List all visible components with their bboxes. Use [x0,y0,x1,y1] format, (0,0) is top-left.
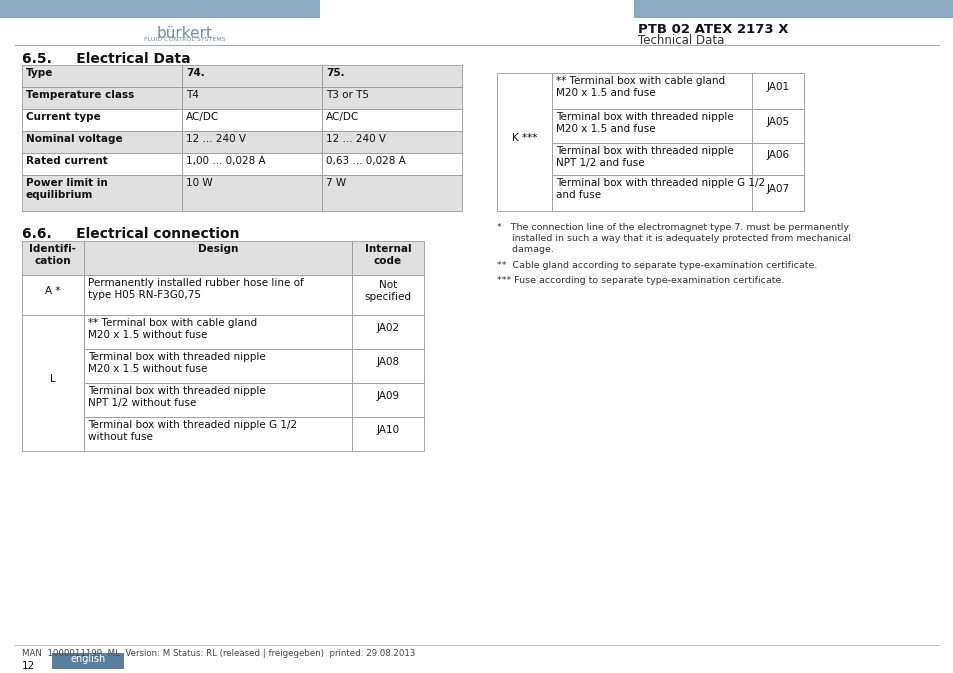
Text: 10 W: 10 W [186,178,213,188]
Text: 7 W: 7 W [326,178,346,188]
Text: K ***: K *** [511,133,537,143]
Text: **  Cable gland according to separate type-examination certificate.: ** Cable gland according to separate typ… [497,261,817,270]
Bar [352,349,423,383]
Bar [22,175,182,211]
Text: 75.: 75. [326,68,344,78]
Bar [552,175,751,211]
Text: ** Terminal box with cable gland
M20 x 1.5 without fuse: ** Terminal box with cable gland M20 x 1… [88,318,257,341]
Text: ** Terminal box with cable gland
M20 x 1.5 and fuse: ** Terminal box with cable gland M20 x 1… [556,76,724,98]
Text: 0,63 ... 0,028 A: 0,63 ... 0,028 A [326,156,405,166]
Text: JA07: JA07 [765,184,789,194]
Text: JA01: JA01 [765,82,789,92]
Text: T3 or T5: T3 or T5 [326,90,369,100]
Bar [322,65,461,87]
Text: Identifi-
cation: Identifi- cation [30,244,76,267]
Text: JA06: JA06 [765,150,789,160]
Bar [322,153,461,175]
Text: 6.5.     Electrical Data: 6.5. Electrical Data [22,52,191,66]
Bar [634,0,953,18]
Bar [352,315,423,349]
Bar [552,73,751,109]
Text: Terminal box with threaded nipple
NPT 1/2 without fuse: Terminal box with threaded nipple NPT 1/… [88,386,266,409]
Bar [751,175,803,211]
Text: Terminal box with threaded nipple
M20 x 1.5 without fuse: Terminal box with threaded nipple M20 x … [88,352,266,374]
Bar [352,275,423,315]
Text: bürkert: bürkert [157,26,213,41]
Text: Design: Design [197,244,238,254]
Text: Not
specified: Not specified [364,280,411,302]
Bar [322,131,461,153]
Bar [22,131,182,153]
Bar [84,349,352,383]
Text: Terminal box with threaded nipple
NPT 1/2 and fuse: Terminal box with threaded nipple NPT 1/… [556,146,733,168]
Text: 12 ... 240 V: 12 ... 240 V [326,134,386,144]
Bar [182,87,322,109]
Bar [22,315,84,451]
Text: Temperature class: Temperature class [26,90,134,100]
Text: A *: A * [45,286,61,296]
Text: Current type: Current type [26,112,101,122]
Text: MAN  1000011199  ML  Version: M Status: RL (released | freigegeben)  printed: 29: MAN 1000011199 ML Version: M Status: RL … [22,649,415,658]
Bar [751,73,803,109]
Bar [552,109,751,143]
Bar [751,109,803,143]
Bar [52,653,124,669]
Bar [22,65,182,87]
Bar [552,143,751,175]
Bar [22,109,182,131]
Text: PTB 02 ATEX 2173 X: PTB 02 ATEX 2173 X [638,23,788,36]
Text: 12 ... 240 V: 12 ... 240 V [186,134,246,144]
Text: JA02: JA02 [376,323,399,333]
Text: AC/DC: AC/DC [326,112,359,122]
Bar [22,153,182,175]
Bar [182,175,322,211]
Text: english: english [71,654,106,664]
Text: Permanently installed rubber hose line of
type H05 RN-F3G0,75: Permanently installed rubber hose line o… [88,278,303,300]
Text: Terminal box with threaded nipple
M20 x 1.5 and fuse: Terminal box with threaded nipple M20 x … [556,112,733,135]
Text: JA08: JA08 [376,357,399,367]
Text: 74.: 74. [186,68,205,78]
Text: Terminal box with threaded nipple G 1/2
without fuse: Terminal box with threaded nipple G 1/2 … [88,420,296,442]
Bar [0,0,319,18]
Text: JA09: JA09 [376,391,399,401]
Text: *   The connection line of the electromagnet type 7. must be permanently
     in: * The connection line of the electromagn… [497,223,850,254]
Bar [352,383,423,417]
Bar [182,153,322,175]
Bar [84,315,352,349]
Text: T4: T4 [186,90,198,100]
Bar [22,87,182,109]
Bar [322,87,461,109]
Text: JA10: JA10 [376,425,399,435]
Text: 6.6.     Electrical connection: 6.6. Electrical connection [22,227,239,241]
Bar [322,109,461,131]
Bar [84,275,352,315]
Bar [497,73,552,211]
Text: 12: 12 [22,661,35,671]
Text: JA05: JA05 [765,117,789,127]
Bar [352,417,423,451]
Bar [322,175,461,211]
Bar [22,241,84,275]
Text: Rated current: Rated current [26,156,108,166]
Bar [22,275,84,315]
Bar [84,383,352,417]
Text: *** Fuse according to separate type-examination certificate.: *** Fuse according to separate type-exam… [497,276,783,285]
Text: Type: Type [26,68,53,78]
Bar [751,143,803,175]
Bar [352,241,423,275]
Text: Terminal box with threaded nipple G 1/2
and fuse: Terminal box with threaded nipple G 1/2 … [556,178,764,201]
Text: Technical Data: Technical Data [638,34,723,47]
Text: Internal
code: Internal code [364,244,411,267]
Bar [182,65,322,87]
Bar [182,131,322,153]
Text: FLUID CONTROL SYSTEMS: FLUID CONTROL SYSTEMS [144,37,226,42]
Bar [84,417,352,451]
Bar [84,241,352,275]
Text: Power limit in
equilibrium: Power limit in equilibrium [26,178,108,201]
Text: L: L [51,374,56,384]
Text: Nominal voltage: Nominal voltage [26,134,123,144]
Text: AC/DC: AC/DC [186,112,219,122]
Text: 1,00 ... 0,028 A: 1,00 ... 0,028 A [186,156,265,166]
Bar [182,109,322,131]
